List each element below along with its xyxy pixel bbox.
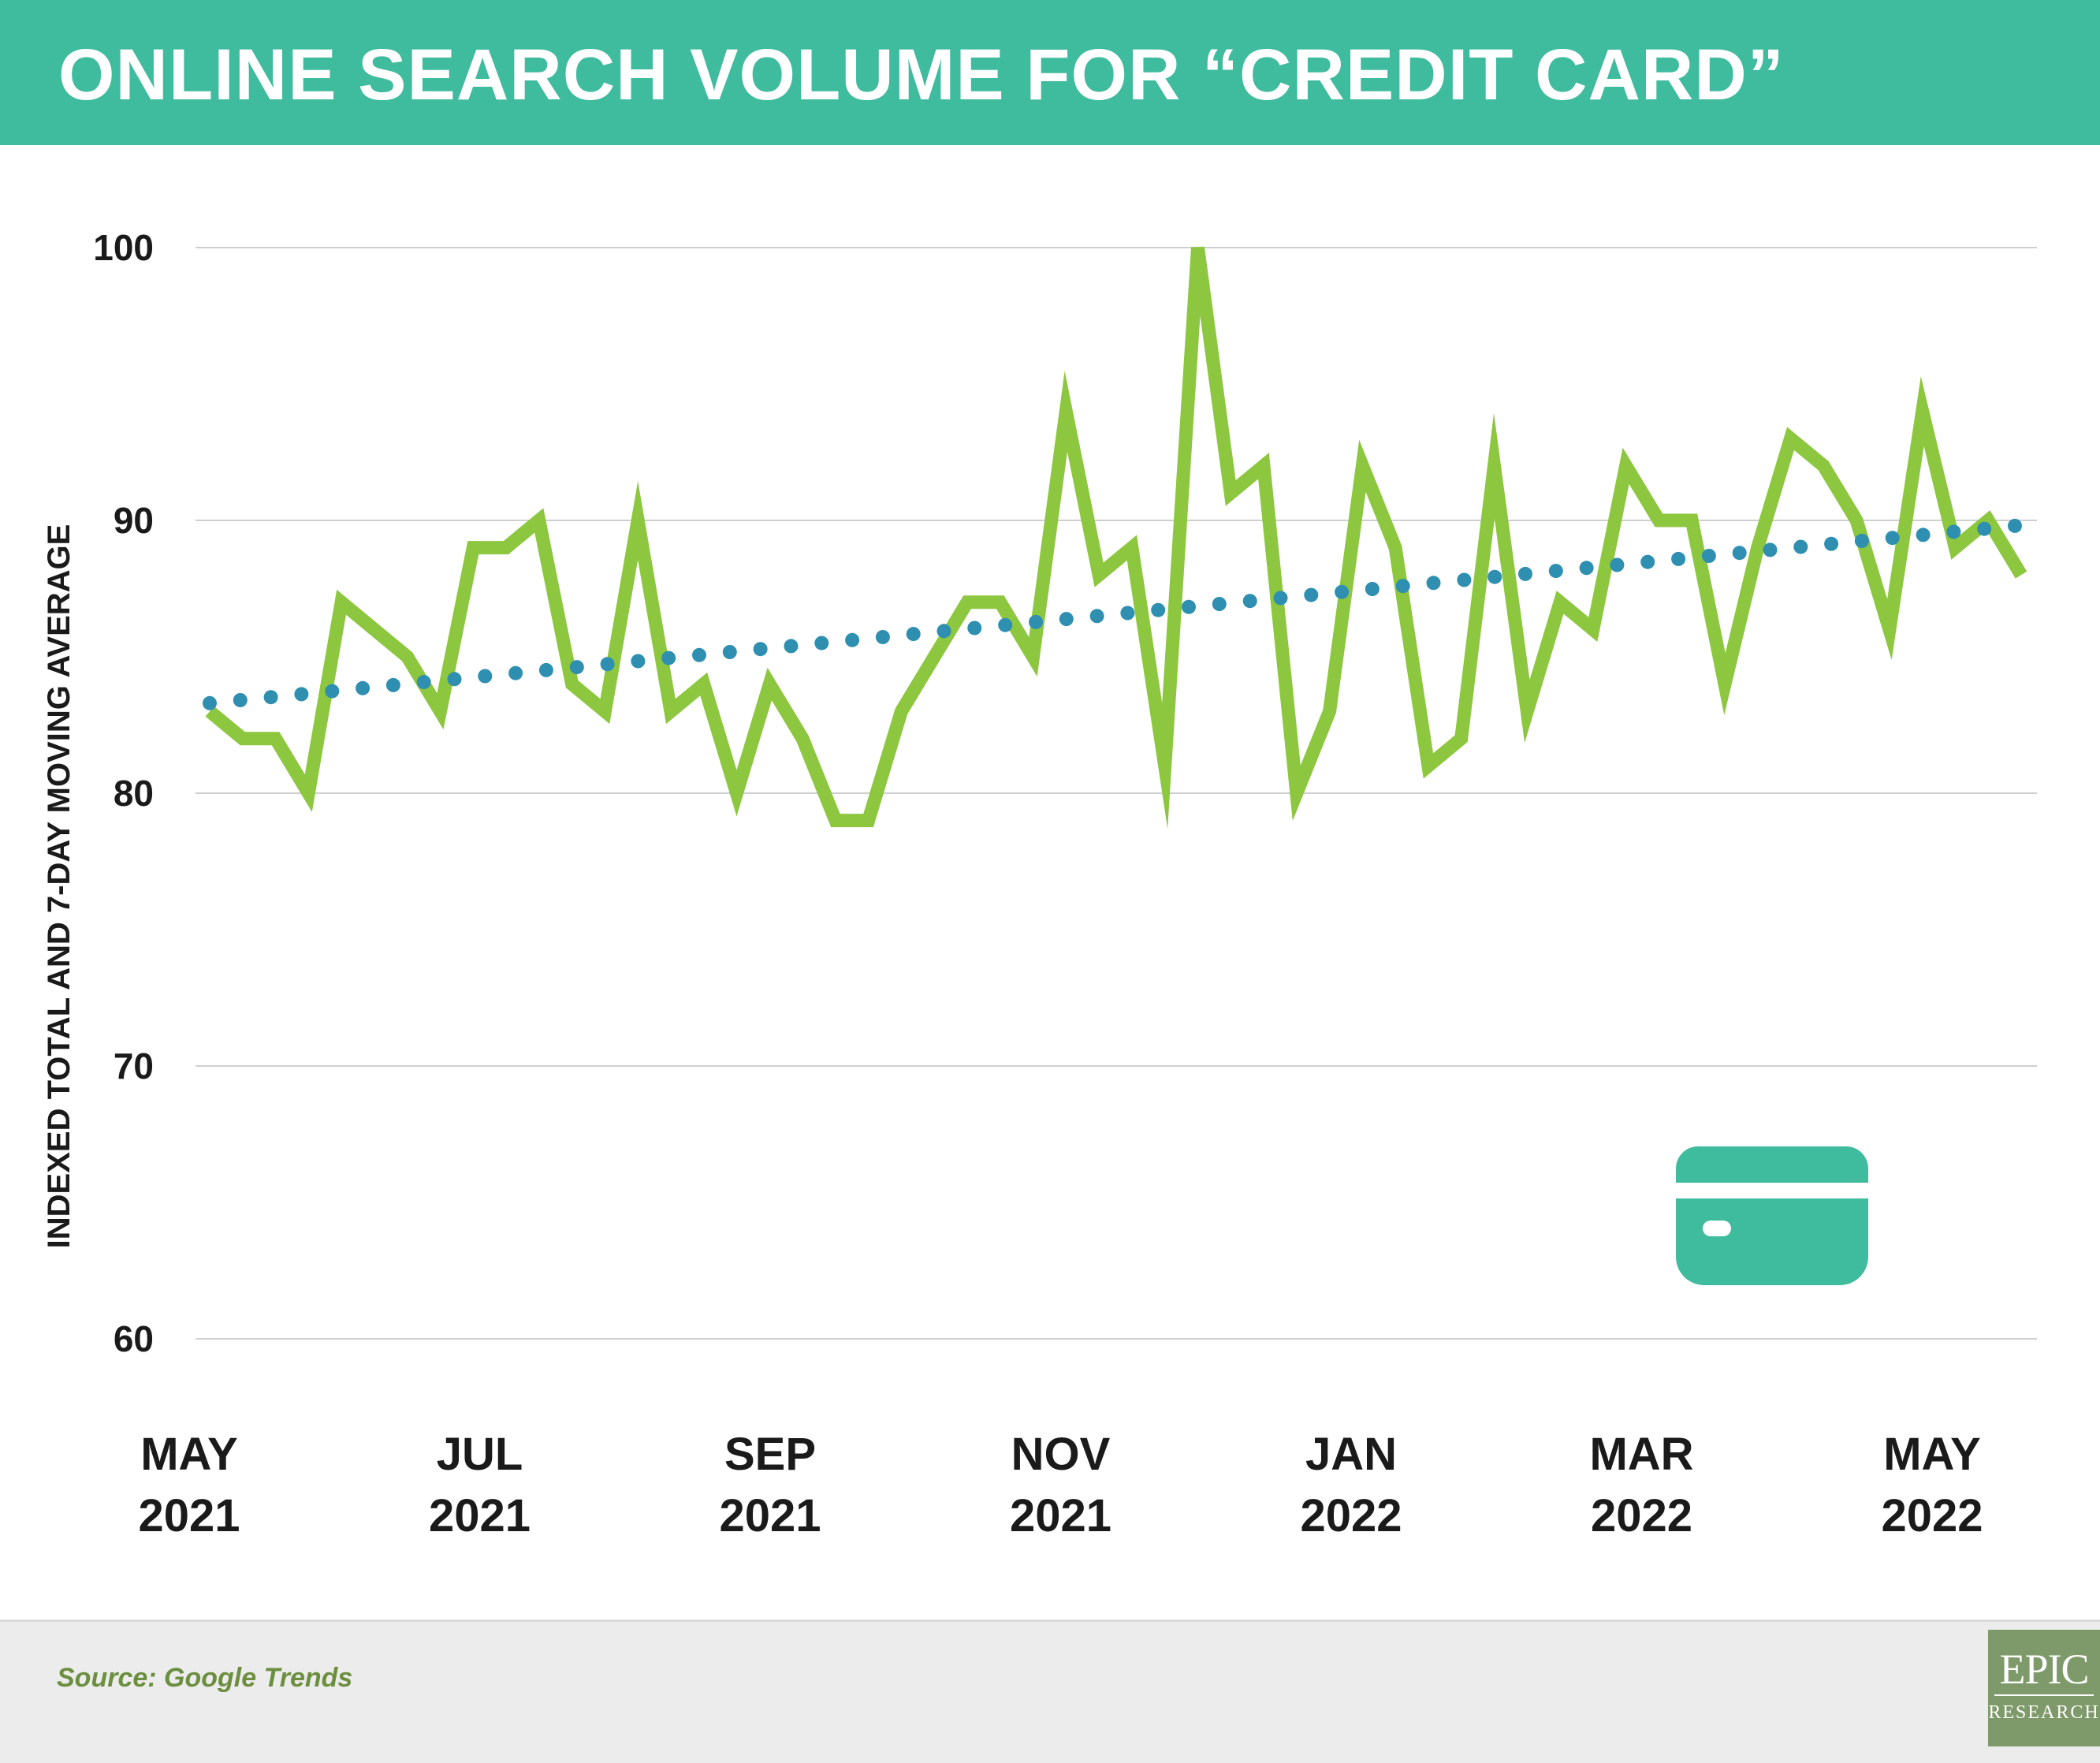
moving-average-point <box>478 669 493 684</box>
epic-research-logo: EPIC RESEARCH <box>1988 1630 2100 1746</box>
footer-bar: Source: Google Trends EPIC RESEARCH <box>0 1620 2100 1763</box>
moving-average-point <box>569 660 584 675</box>
line-chart: 100 90 80 70 60 INDEXED TOTAL AND 7-DAY MOVI… <box>42 227 2037 1541</box>
moving-average-point <box>1793 539 1808 554</box>
moving-average-point <box>203 695 217 710</box>
y-axis-title: INDEXED TOTAL AND 7-DAY MOVING AVERAGE <box>42 524 76 1249</box>
moving-average-point <box>1242 594 1257 609</box>
y-axis-tick-labels: 100 90 80 70 60 <box>93 227 154 1359</box>
source-note: Source: Google Trends <box>57 1663 353 1693</box>
moving-average-point <box>631 654 646 669</box>
moving-average-point <box>1273 591 1288 606</box>
moving-average-point <box>1059 612 1074 627</box>
moving-average-point <box>1151 602 1166 617</box>
x-tick-label-year: 2021 <box>138 1490 240 1541</box>
moving-average-point <box>906 627 921 642</box>
series-group <box>203 246 2027 829</box>
moving-average-point <box>294 687 309 702</box>
title-bar: ONLINE SEARCH VOLUME FOR “CREDIT CARD” <box>0 0 2100 145</box>
y-tick-label: 90 <box>114 500 154 541</box>
moving-average-point <box>1977 521 1992 536</box>
x-tick-label-month: MAY <box>1883 1429 1981 1480</box>
moving-average-point <box>1365 582 1380 596</box>
y-tick-label: 100 <box>93 227 154 268</box>
moving-average-point <box>508 665 523 680</box>
series-line-indexed-total <box>205 246 2027 829</box>
moving-average-point <box>845 632 860 647</box>
logo-text-bottom: RESEARCH <box>1988 1702 2100 1723</box>
moving-average-point <box>1548 564 1563 579</box>
moving-average-point <box>1732 546 1747 561</box>
moving-average-point <box>1395 579 1410 594</box>
moving-average-point <box>1824 536 1839 551</box>
logo-divider <box>1994 1694 2094 1696</box>
moving-average-point <box>1885 531 1900 546</box>
moving-average-point <box>263 690 278 705</box>
moving-average-point <box>1946 524 1961 539</box>
moving-average-point <box>1089 609 1104 624</box>
moving-average-point <box>1579 561 1594 576</box>
moving-average-point <box>661 650 676 665</box>
moving-average-point <box>1916 527 1931 542</box>
moving-average-point <box>1610 557 1625 572</box>
moving-average-point <box>1671 551 1686 566</box>
moving-average-point <box>875 630 890 644</box>
x-tick-label-month: JAN <box>1305 1429 1397 1480</box>
moving-average-point <box>1518 566 1532 581</box>
y-tick-label: 70 <box>114 1046 154 1086</box>
x-tick-label-month: MAR <box>1589 1429 1693 1480</box>
moving-average-point <box>1182 599 1196 614</box>
moving-average-point <box>967 621 982 636</box>
x-tick-label-year: 2022 <box>1300 1490 1402 1541</box>
y-tick-label: 60 <box>114 1318 154 1359</box>
x-tick-label-year: 2022 <box>1591 1490 1692 1541</box>
moving-average-point <box>1426 576 1441 591</box>
moving-average-point <box>1029 614 1043 629</box>
credit-card-icon <box>1676 1146 1868 1285</box>
moving-average-point <box>2008 518 2022 533</box>
moving-average-point <box>356 680 370 695</box>
moving-average-point <box>1212 597 1227 611</box>
moving-average-point <box>538 662 553 677</box>
moving-average-point <box>1457 572 1472 587</box>
moving-average-point <box>753 642 768 657</box>
x-tick-label-month: NOV <box>1011 1429 1111 1480</box>
moving-average-point <box>1120 606 1135 621</box>
x-tick-label-year: 2021 <box>429 1490 531 1541</box>
moving-average-point <box>1488 569 1502 584</box>
moving-average-point <box>1304 587 1319 602</box>
card-top-band <box>1676 1146 1868 1183</box>
x-tick-label-month: SEP <box>724 1429 816 1480</box>
moving-average-point <box>1763 542 1778 557</box>
y-tick-label: 80 <box>114 773 154 814</box>
moving-average-point <box>784 639 799 654</box>
moving-average-point <box>936 624 951 639</box>
moving-average-point <box>692 647 706 662</box>
moving-average-point <box>1701 549 1716 563</box>
moving-average-point <box>416 675 431 690</box>
card-body <box>1676 1198 1868 1285</box>
x-tick-label-month: JUL <box>437 1429 523 1480</box>
x-axis-tick-labels: MAY 2021 JUL 2021 SEP 2021 NOV 2021 JAN 2022 MAR 20… <box>138 1429 1983 1541</box>
x-tick-label-year: 2021 <box>1010 1490 1111 1541</box>
card-chip <box>1703 1221 1731 1236</box>
moving-average-point <box>1854 534 1869 548</box>
moving-average-point <box>814 636 829 650</box>
moving-average-point <box>385 677 400 692</box>
chart-title: ONLINE SEARCH VOLUME FOR “CREDIT CARD” <box>58 35 1785 115</box>
moving-average-point <box>233 693 248 707</box>
gridlines <box>195 247 2037 1340</box>
moving-average-point <box>600 657 615 672</box>
x-tick-label-year: 2021 <box>719 1490 821 1541</box>
moving-average-point <box>447 672 462 687</box>
moving-average-point <box>1335 584 1350 599</box>
logo-text-top: EPIC <box>1999 1646 2089 1693</box>
x-tick-label-month: MAY <box>140 1429 238 1480</box>
moving-average-point <box>325 684 340 699</box>
moving-average-point <box>1640 554 1655 569</box>
x-tick-label-year: 2022 <box>1881 1490 1983 1541</box>
moving-average-point <box>722 645 737 659</box>
moving-average-point <box>998 617 1013 632</box>
